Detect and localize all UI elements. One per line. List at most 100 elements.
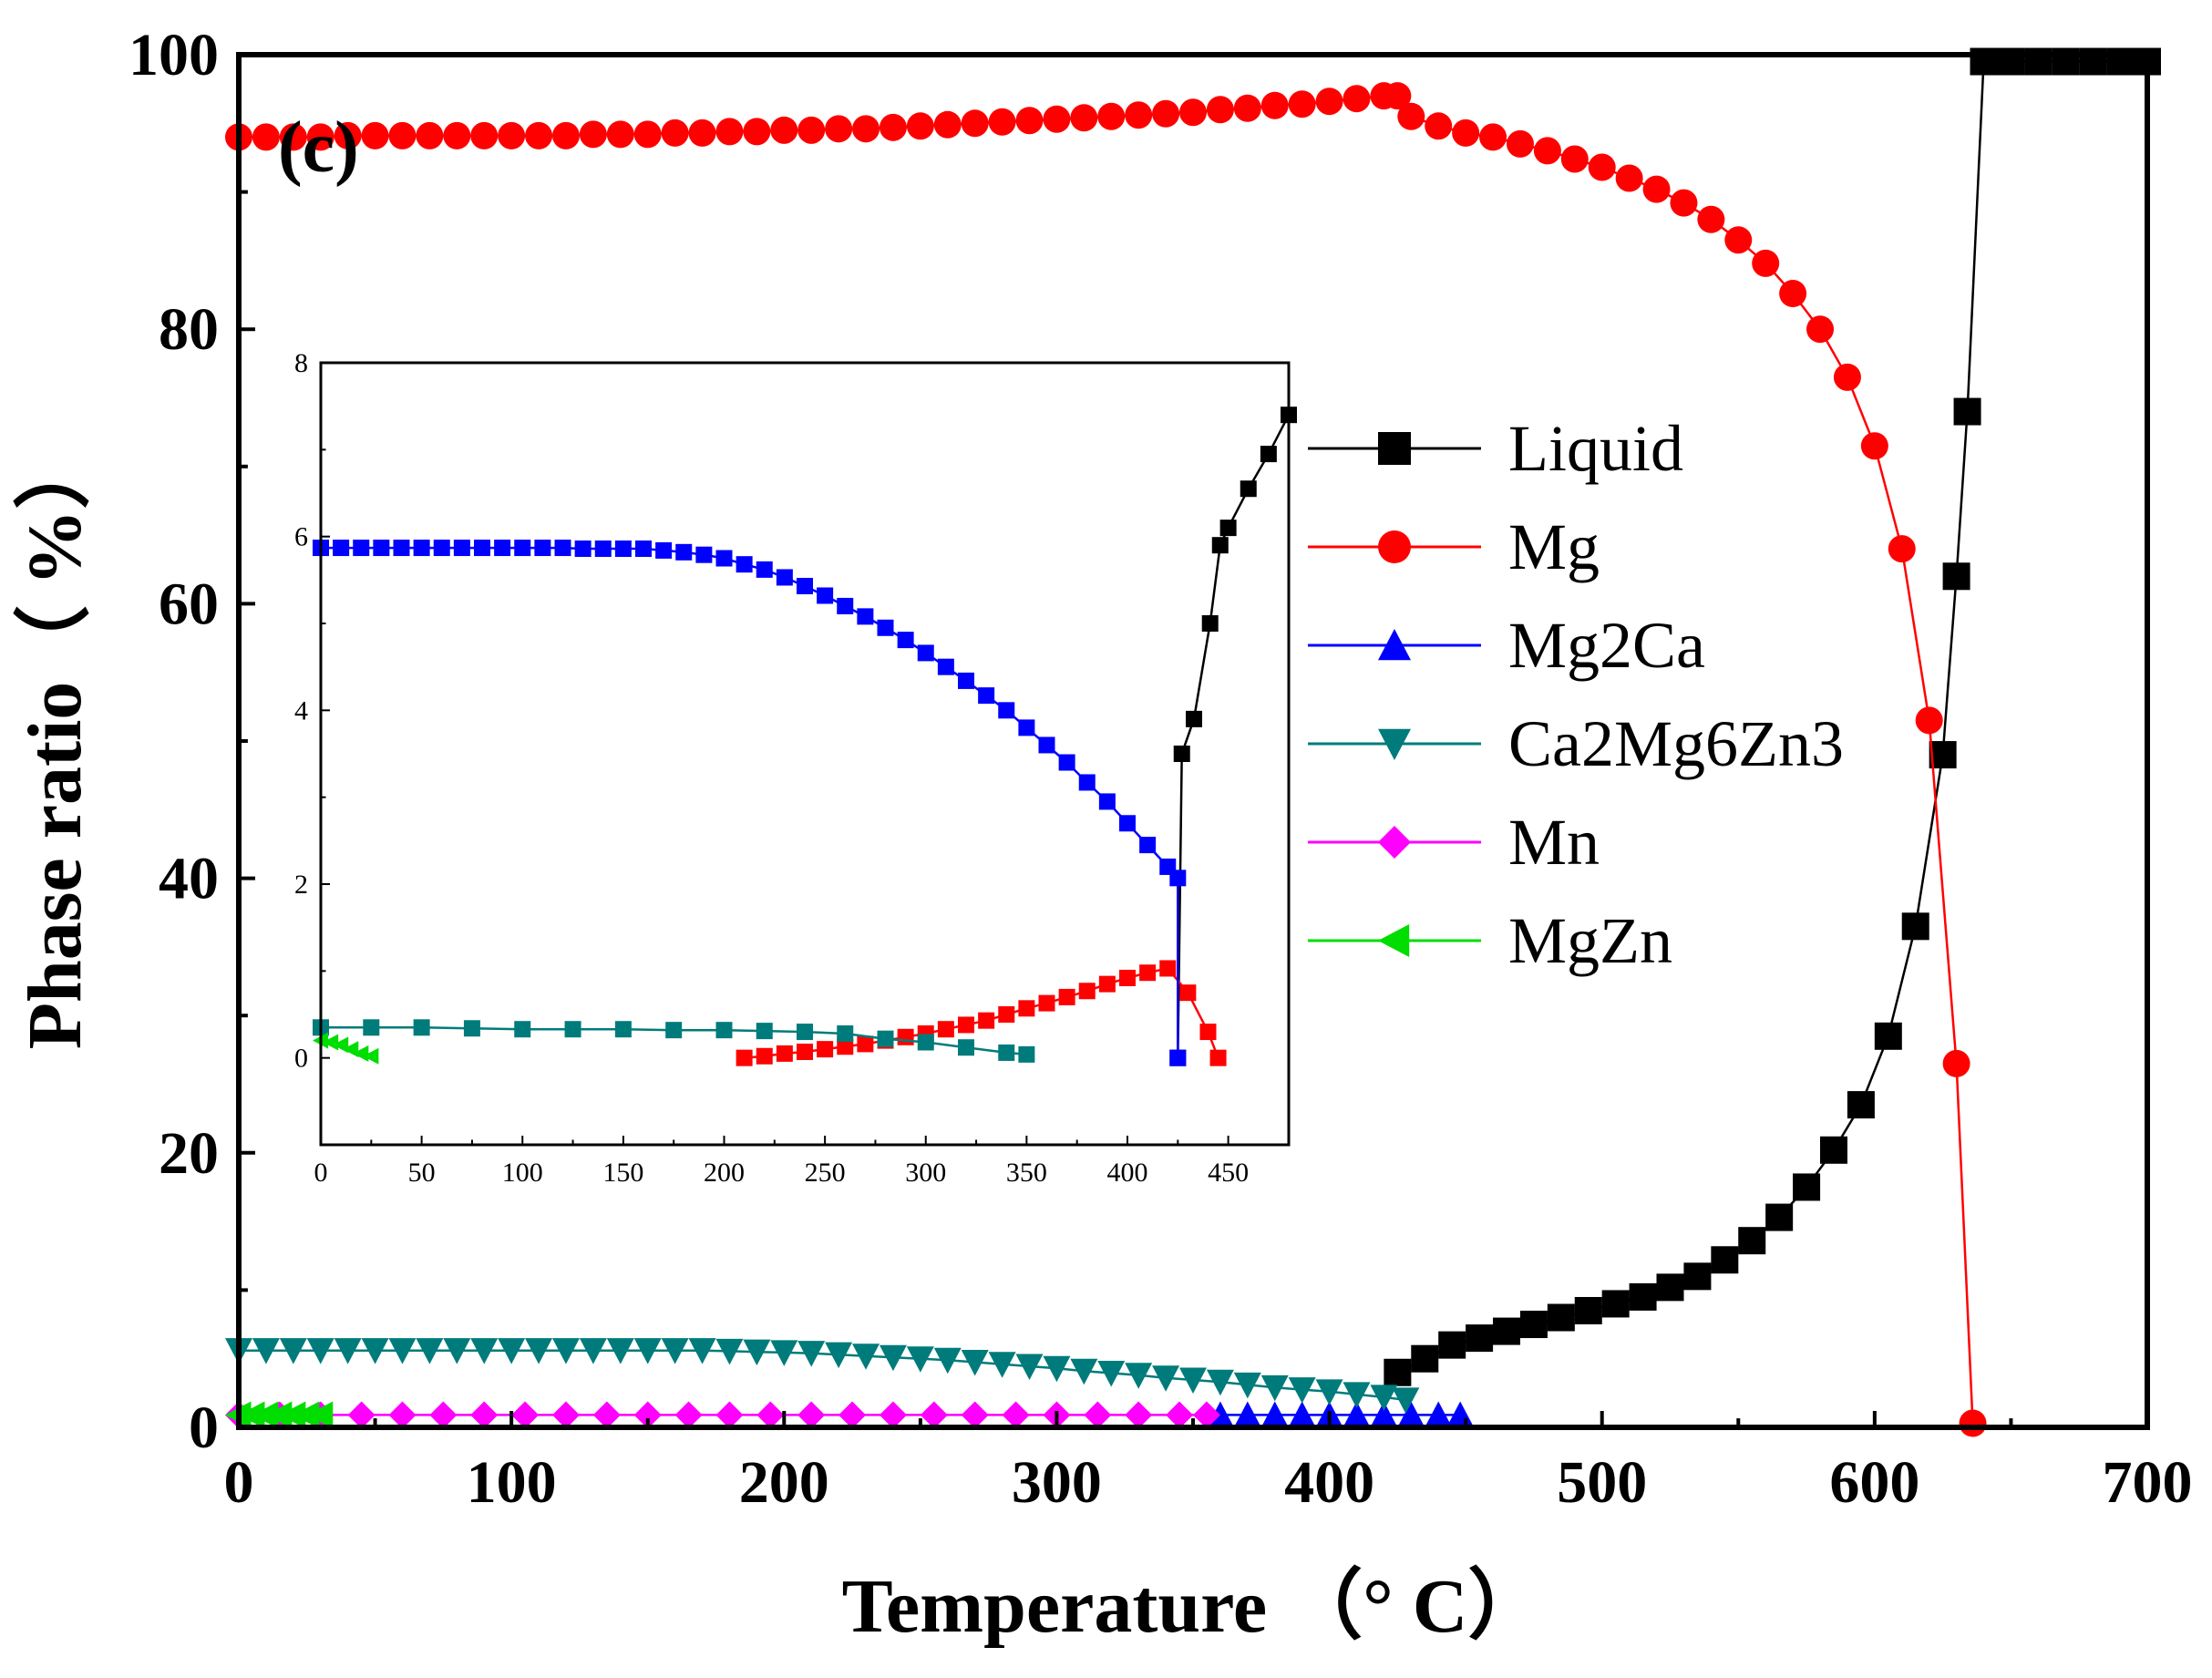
- main-x-tick-label: 700: [2103, 1449, 2193, 1516]
- main-point-mg: [443, 121, 471, 149]
- main-point-ca2mg6zn3: [1070, 1358, 1098, 1385]
- main-x-tick-label: 0: [224, 1449, 254, 1516]
- main-point-mg: [879, 113, 907, 141]
- inset-axis-ticks: 0 50 100 150 200 250 300 350 400 450 0 2 4 6 8: [294, 348, 1249, 1188]
- main-point-mg: [1070, 104, 1098, 132]
- legend-label-mg2ca: Mg2Ca: [1508, 609, 1705, 682]
- main-point-mg: [770, 116, 798, 144]
- main-point-mg: [606, 120, 634, 149]
- inset-x-tick-label: 100: [502, 1158, 543, 1188]
- main-point-ca2mg6zn3: [1043, 1355, 1071, 1383]
- main-point-mg: [633, 120, 662, 149]
- main-point-mn: [1125, 1401, 1153, 1429]
- main-point-mn: [1084, 1401, 1112, 1429]
- main-point-mn: [470, 1401, 499, 1429]
- main-point-mg: [1560, 145, 1589, 173]
- inset-point-mg2ca: [353, 540, 370, 557]
- main-point-mg2ca: [1233, 1401, 1261, 1427]
- inset-plot: 0 50 100 150 200 250 300 350 400 450 0 2 4 6 8: [294, 348, 1297, 1188]
- inset-point-mg2ca: [817, 587, 834, 604]
- inset-point-mg2ca: [736, 556, 753, 573]
- inset-point-mg2ca: [474, 540, 490, 557]
- main-point-mg: [1425, 112, 1453, 140]
- inset-point-mg: [756, 1047, 773, 1065]
- inset-point-mg: [998, 1006, 1015, 1023]
- main-point-mg: [1233, 94, 1261, 122]
- inset-point-mg: [1199, 1024, 1217, 1041]
- main-point-liquid: [1493, 1317, 1521, 1345]
- panel-label: (c): [278, 108, 359, 188]
- main-point-mg: [1397, 102, 1425, 130]
- inset-point-mg: [1078, 983, 1096, 1000]
- inset-point-mg2ca: [393, 540, 410, 557]
- inset-point-ca2mg6zn3: [958, 1039, 974, 1056]
- main-point-ca2mg6zn3: [606, 1338, 634, 1364]
- main-point-liquid: [1874, 1022, 1902, 1050]
- inset-point-mg2ca: [978, 687, 995, 705]
- inset-point-ca2mg6zn3: [665, 1022, 683, 1039]
- main-point-mg: [797, 116, 826, 144]
- legend-marker-mg: [1378, 530, 1411, 563]
- inset-point-ca2mg6zn3: [715, 1022, 733, 1039]
- main-point-mg: [1452, 118, 1480, 147]
- main-point-ca2mg6zn3: [1260, 1374, 1289, 1402]
- main-point-mg: [1752, 249, 1780, 277]
- main-point-mg: [1206, 96, 1234, 124]
- inset-x-tick-label: 200: [704, 1158, 745, 1188]
- main-series-mg: [225, 82, 1987, 1437]
- inset-point-mg2ca: [958, 672, 974, 689]
- inset-point-ca2mg6zn3: [564, 1021, 581, 1038]
- inset-plot-border: [319, 361, 1291, 1147]
- main-point-mn: [1166, 1401, 1194, 1429]
- main-point-liquid: [1901, 912, 1929, 941]
- main-point-liquid: [1942, 562, 1970, 591]
- main-point-mn: [388, 1401, 417, 1429]
- main-point-mn: [633, 1401, 662, 1429]
- main-point-mg: [1179, 98, 1207, 127]
- main-point-mg: [933, 110, 962, 139]
- main-point-mn: [920, 1401, 948, 1429]
- main-point-mg: [388, 121, 417, 149]
- inset-point-liquid: [1201, 615, 1219, 632]
- inset-point-mg2ca: [837, 597, 854, 614]
- inset-point-mg: [736, 1049, 753, 1066]
- main-point-ca2mg6zn3: [498, 1338, 526, 1364]
- main-point-mg2ca: [1397, 1401, 1425, 1427]
- main-point-mn: [961, 1401, 989, 1429]
- main-point-ca2mg6zn3: [1233, 1372, 1261, 1399]
- main-point-mn: [347, 1401, 376, 1429]
- inset-point-mgzn: [363, 1047, 379, 1065]
- inset-x-tick-label: 350: [1006, 1158, 1047, 1188]
- main-point-mg: [470, 121, 499, 149]
- main-point-mg: [1125, 101, 1153, 129]
- main-series-liquid: [1384, 47, 2161, 1386]
- inset-point-mg2ca: [413, 540, 430, 557]
- main-point-mg: [1315, 88, 1343, 116]
- main-point-mg: [1670, 189, 1698, 217]
- main-point-ca2mg6zn3: [279, 1338, 307, 1364]
- legend-marker-mg2ca: [1378, 629, 1411, 661]
- inset-point-mg2ca: [494, 540, 511, 557]
- inset-point-mg2ca: [695, 546, 713, 563]
- inset-point-mg: [978, 1012, 995, 1029]
- inset-point-ca2mg6zn3: [463, 1020, 480, 1037]
- main-point-ca2mg6zn3: [1179, 1367, 1207, 1395]
- main-point-mg: [906, 112, 934, 140]
- main-x-tick-label: 600: [1829, 1449, 1919, 1516]
- main-point-mn: [1192, 1401, 1220, 1429]
- main-point-mn: [592, 1401, 621, 1429]
- legend: Liquid Mg Mg2Ca Ca2Mg6Zn3 Mn MgZn: [1308, 412, 1844, 977]
- main-point-mg: [416, 121, 444, 149]
- inset-point-mg: [937, 1021, 954, 1038]
- legend-label-mn: Mn: [1508, 806, 1600, 879]
- inset-point-mg2ca: [594, 540, 612, 558]
- main-point-mg: [579, 120, 607, 149]
- main-point-ca2mg6zn3: [306, 1338, 334, 1364]
- main-point-mg: [525, 121, 553, 149]
- legend-entry-liquid: Liquid: [1308, 412, 1683, 485]
- inset-point-mg2ca: [675, 543, 693, 561]
- inset-point-mg2ca: [1119, 815, 1136, 832]
